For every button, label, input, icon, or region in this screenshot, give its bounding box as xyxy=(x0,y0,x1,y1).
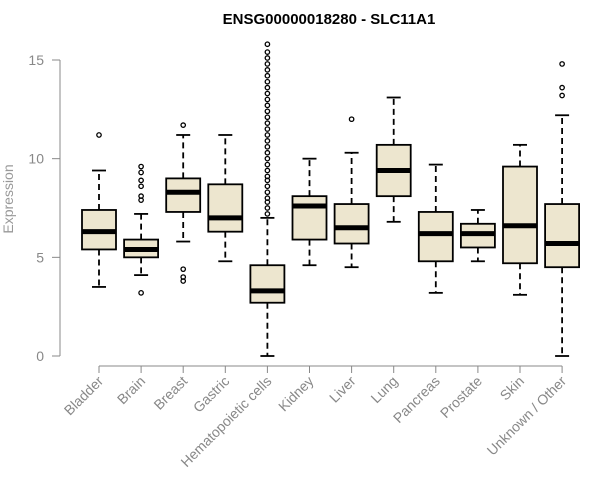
outlier-point xyxy=(264,90,271,97)
outlier-point xyxy=(559,61,565,67)
iqr-box xyxy=(417,211,454,263)
outlier-point xyxy=(264,149,271,156)
outlier-point xyxy=(138,290,144,296)
outlier-point xyxy=(264,205,271,211)
outlier-point xyxy=(264,96,271,103)
x-tick-label: Bladder xyxy=(61,373,107,419)
outlier-point xyxy=(264,55,271,61)
x-tick-label: Prostate xyxy=(437,373,485,421)
outlier-point xyxy=(264,143,271,150)
outlier-point xyxy=(96,132,102,138)
iqr-box xyxy=(333,203,370,245)
outlier-point xyxy=(559,92,565,99)
outlier-point xyxy=(264,132,271,138)
x-tick-label: Kidney xyxy=(275,373,317,415)
x-tick-label: Lung xyxy=(367,373,400,406)
y-axis-label: Expression xyxy=(0,164,16,233)
outlier-point xyxy=(264,161,271,168)
y-tick-label: 15 xyxy=(28,52,44,68)
outlier-point xyxy=(348,116,355,123)
outlier-point xyxy=(264,67,271,73)
y-tick-label: 10 xyxy=(28,151,44,167)
outlier-point xyxy=(264,138,271,144)
outlier-point xyxy=(264,49,271,55)
iqr-box xyxy=(249,264,286,304)
x-tick-label: Unknown / Other xyxy=(484,373,570,459)
outlier-point xyxy=(264,189,271,196)
box-pancreas xyxy=(417,163,454,294)
box-brain xyxy=(123,163,159,296)
iqr-box xyxy=(291,195,328,241)
box-skin xyxy=(502,143,538,296)
outlier-point xyxy=(264,114,271,121)
outlier-point xyxy=(264,195,271,201)
box-breast xyxy=(165,122,202,284)
x-tick-label: Breast xyxy=(150,373,190,413)
outlier-point xyxy=(264,72,271,79)
boxes-group xyxy=(81,41,580,357)
box-unknown-other xyxy=(544,61,580,357)
outlier-point xyxy=(264,84,271,91)
outlier-point xyxy=(264,173,271,180)
x-tick-label: Skin xyxy=(497,373,528,404)
outlier-point xyxy=(138,183,144,190)
iqr-box xyxy=(544,203,580,269)
outlier-point xyxy=(264,167,271,174)
outlier-point xyxy=(264,155,271,162)
outlier-point xyxy=(264,61,271,67)
outlier-point xyxy=(138,163,144,170)
box-liver xyxy=(333,116,370,269)
box-lung xyxy=(375,96,412,223)
box-prostate xyxy=(459,209,496,263)
outlier-point xyxy=(138,177,144,184)
chart-title: ENSG00000018280 - SLC11A1 xyxy=(223,11,436,28)
iqr-box xyxy=(165,177,202,213)
y-tick-label: 0 xyxy=(36,348,44,364)
outlier-point xyxy=(138,169,144,176)
outlier-point xyxy=(180,122,187,128)
outlier-point xyxy=(264,108,271,115)
outlier-point xyxy=(264,211,271,217)
outlier-point xyxy=(264,120,271,126)
outlier-point xyxy=(264,41,271,48)
y-axis: 0 5 10 15 xyxy=(28,52,61,364)
y-tick-label: 5 xyxy=(36,249,44,265)
outlier-point xyxy=(264,183,271,190)
iqr-box xyxy=(207,183,244,233)
outlier-point xyxy=(559,84,565,91)
outlier-point xyxy=(138,193,144,200)
x-tick-label: Pancreas xyxy=(390,373,443,426)
outlier-point xyxy=(180,274,187,280)
box-hematopoietic-cells xyxy=(249,41,286,357)
outlier-point xyxy=(180,266,187,273)
outlier-point xyxy=(264,126,271,132)
box-bladder xyxy=(81,132,117,288)
x-tick-label: Liver xyxy=(326,373,359,406)
box-kidney xyxy=(291,157,328,267)
x-tick-label: Brain xyxy=(114,373,148,407)
box-gastric xyxy=(207,134,244,263)
outlier-point xyxy=(264,102,271,109)
iqr-box xyxy=(502,165,538,265)
outlier-point xyxy=(264,78,271,85)
